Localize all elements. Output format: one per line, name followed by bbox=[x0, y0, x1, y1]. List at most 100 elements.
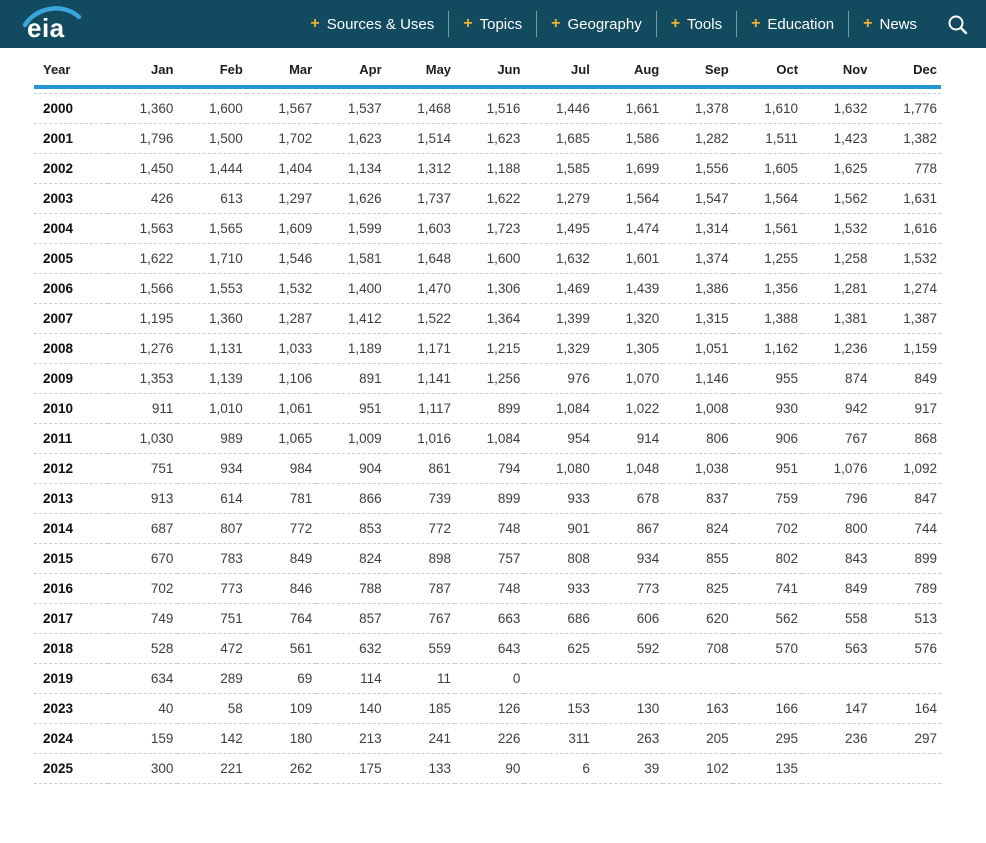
value-cell-2011-oct: 906 bbox=[732, 422, 803, 453]
value-cell-2000-mar: 1,567 bbox=[246, 92, 317, 123]
value-cell-2011-apr: 1,009 bbox=[316, 422, 386, 453]
value-cell-2007-jul: 1,399 bbox=[524, 302, 594, 333]
value-cell-2018-jan: 528 bbox=[108, 632, 178, 663]
plus-icon: + bbox=[670, 15, 681, 32]
value-cell-2012-nov: 1,076 bbox=[802, 452, 872, 483]
value-cell-2023-apr: 140 bbox=[316, 692, 386, 723]
year-cell: 2008 bbox=[34, 332, 108, 363]
table-row-2002: 2002 1,450 1,444 1,404 1,134 1,312 1,188 1,585 1… bbox=[34, 152, 941, 183]
value-cell-2025-mar: 262 bbox=[246, 752, 317, 784]
value-cell-2019-mar: 69 bbox=[246, 662, 317, 693]
nav-item-tools[interactable]: + Tools bbox=[655, 11, 736, 37]
table-row-2013: 2013 913 614 781 866 739 899 933 678 837 759 796 847 bbox=[34, 482, 941, 513]
table-row-2005: 2005 1,622 1,710 1,546 1,581 1,648 1,600 1,632 1… bbox=[34, 242, 941, 273]
value-cell-2025-jul: 6 bbox=[524, 752, 594, 784]
nav-item-education[interactable]: + Education bbox=[736, 11, 848, 37]
value-cell-2004-mar: 1,609 bbox=[246, 212, 317, 243]
value-cell-2009-apr: 891 bbox=[316, 362, 386, 393]
plus-icon: + bbox=[310, 15, 320, 32]
value-cell-2005-sep: 1,374 bbox=[663, 242, 733, 273]
value-cell-2007-may: 1,522 bbox=[385, 302, 456, 333]
value-cell-2009-sep: 1,146 bbox=[663, 362, 733, 393]
value-cell-2017-apr: 857 bbox=[316, 602, 386, 633]
column-header-jun: Jun bbox=[455, 52, 525, 89]
value-cell-2018-dec: 576 bbox=[871, 632, 941, 663]
value-cell-2003-jan: 426 bbox=[108, 182, 178, 213]
value-cell-2002-feb: 1,444 bbox=[177, 152, 247, 183]
value-cell-2019-jul bbox=[524, 662, 594, 693]
value-cell-2016-dec: 789 bbox=[871, 572, 941, 603]
value-cell-2012-jan: 751 bbox=[108, 452, 178, 483]
value-cell-2011-mar: 1,065 bbox=[246, 422, 317, 453]
table-row-2011: 2011 1,030 989 1,065 1,009 1,016 1,084 954 914 80… bbox=[34, 422, 941, 453]
value-cell-2012-jun: 794 bbox=[455, 452, 525, 483]
plus-icon: + bbox=[751, 15, 761, 32]
year-cell: 2016 bbox=[34, 572, 108, 603]
value-cell-2009-mar: 1,106 bbox=[246, 362, 317, 393]
year-cell: 2000 bbox=[34, 92, 108, 123]
value-cell-2006-oct: 1,356 bbox=[732, 272, 803, 303]
value-cell-2025-apr: 175 bbox=[316, 752, 386, 784]
value-cell-2004-apr: 1,599 bbox=[316, 212, 386, 243]
value-cell-2013-apr: 866 bbox=[316, 482, 386, 513]
value-cell-2007-apr: 1,412 bbox=[316, 302, 386, 333]
value-cell-2006-may: 1,470 bbox=[385, 272, 456, 303]
value-cell-2009-jul: 976 bbox=[524, 362, 594, 393]
table-row-2006: 2006 1,566 1,553 1,532 1,400 1,470 1,306 1,469 1… bbox=[34, 272, 941, 303]
value-cell-2018-jun: 643 bbox=[455, 632, 525, 663]
value-cell-2014-feb: 807 bbox=[177, 512, 247, 543]
value-cell-2007-jan: 1,195 bbox=[108, 302, 178, 333]
value-cell-2003-jun: 1,622 bbox=[455, 182, 525, 213]
value-cell-2003-oct: 1,564 bbox=[732, 182, 803, 213]
value-cell-2014-jun: 748 bbox=[455, 512, 525, 543]
nav-item-label: Tools bbox=[687, 15, 723, 33]
value-cell-2004-jun: 1,723 bbox=[455, 212, 525, 243]
column-header-dec: Dec bbox=[871, 52, 941, 89]
value-cell-2001-jul: 1,685 bbox=[524, 122, 594, 153]
value-cell-2015-oct: 802 bbox=[732, 542, 803, 573]
value-cell-2019-nov bbox=[802, 662, 872, 693]
value-cell-2025-may: 133 bbox=[385, 752, 456, 784]
value-cell-2005-apr: 1,581 bbox=[316, 242, 386, 273]
value-cell-2006-jul: 1,469 bbox=[524, 272, 594, 303]
value-cell-2017-oct: 562 bbox=[732, 602, 803, 633]
year-cell: 2010 bbox=[34, 392, 108, 423]
nav-menu: + Sources & Uses + Topics + Geography + … bbox=[296, 11, 931, 37]
value-cell-2002-jun: 1,188 bbox=[455, 152, 525, 183]
value-cell-2025-sep: 102 bbox=[663, 752, 733, 784]
value-cell-2013-jan: 913 bbox=[108, 482, 178, 513]
value-cell-2008-mar: 1,033 bbox=[246, 332, 317, 363]
year-cell: 2017 bbox=[34, 602, 108, 633]
value-cell-2024-nov: 236 bbox=[802, 722, 872, 753]
nav-item-geography[interactable]: + Geography bbox=[536, 11, 656, 37]
value-cell-2005-mar: 1,546 bbox=[246, 242, 317, 273]
plus-icon: + bbox=[863, 15, 873, 32]
nav-item-label: Geography bbox=[567, 15, 642, 33]
value-cell-2019-oct bbox=[732, 662, 803, 693]
value-cell-2011-jul: 954 bbox=[524, 422, 594, 453]
value-cell-2025-jan: 300 bbox=[108, 752, 178, 784]
year-cell: 2018 bbox=[34, 632, 108, 663]
nav-item-news[interactable]: + News bbox=[848, 11, 931, 37]
value-cell-2007-oct: 1,388 bbox=[732, 302, 803, 333]
value-cell-2025-aug: 39 bbox=[593, 752, 664, 784]
value-cell-2010-aug: 1,022 bbox=[593, 392, 664, 423]
value-cell-2023-jan: 40 bbox=[108, 692, 178, 723]
value-cell-2010-oct: 930 bbox=[732, 392, 803, 423]
value-cell-2023-aug: 130 bbox=[593, 692, 664, 723]
value-cell-2015-mar: 849 bbox=[246, 542, 317, 573]
nav-item-sources-uses[interactable]: + Sources & Uses bbox=[296, 11, 448, 37]
search-button[interactable] bbox=[943, 10, 972, 39]
value-cell-2009-nov: 874 bbox=[802, 362, 872, 393]
value-cell-2025-feb: 221 bbox=[177, 752, 247, 784]
year-cell: 2009 bbox=[34, 362, 108, 393]
value-cell-2007-nov: 1,381 bbox=[802, 302, 872, 333]
value-cell-2010-mar: 1,061 bbox=[246, 392, 317, 423]
value-cell-2004-oct: 1,561 bbox=[732, 212, 803, 243]
year-cell: 2007 bbox=[34, 302, 108, 333]
nav-item-topics[interactable]: + Topics bbox=[448, 11, 536, 37]
value-cell-2016-sep: 825 bbox=[663, 572, 733, 603]
eia-logo[interactable]: eia bbox=[22, 6, 82, 41]
value-cell-2004-feb: 1,565 bbox=[177, 212, 247, 243]
value-cell-2009-feb: 1,139 bbox=[177, 362, 247, 393]
